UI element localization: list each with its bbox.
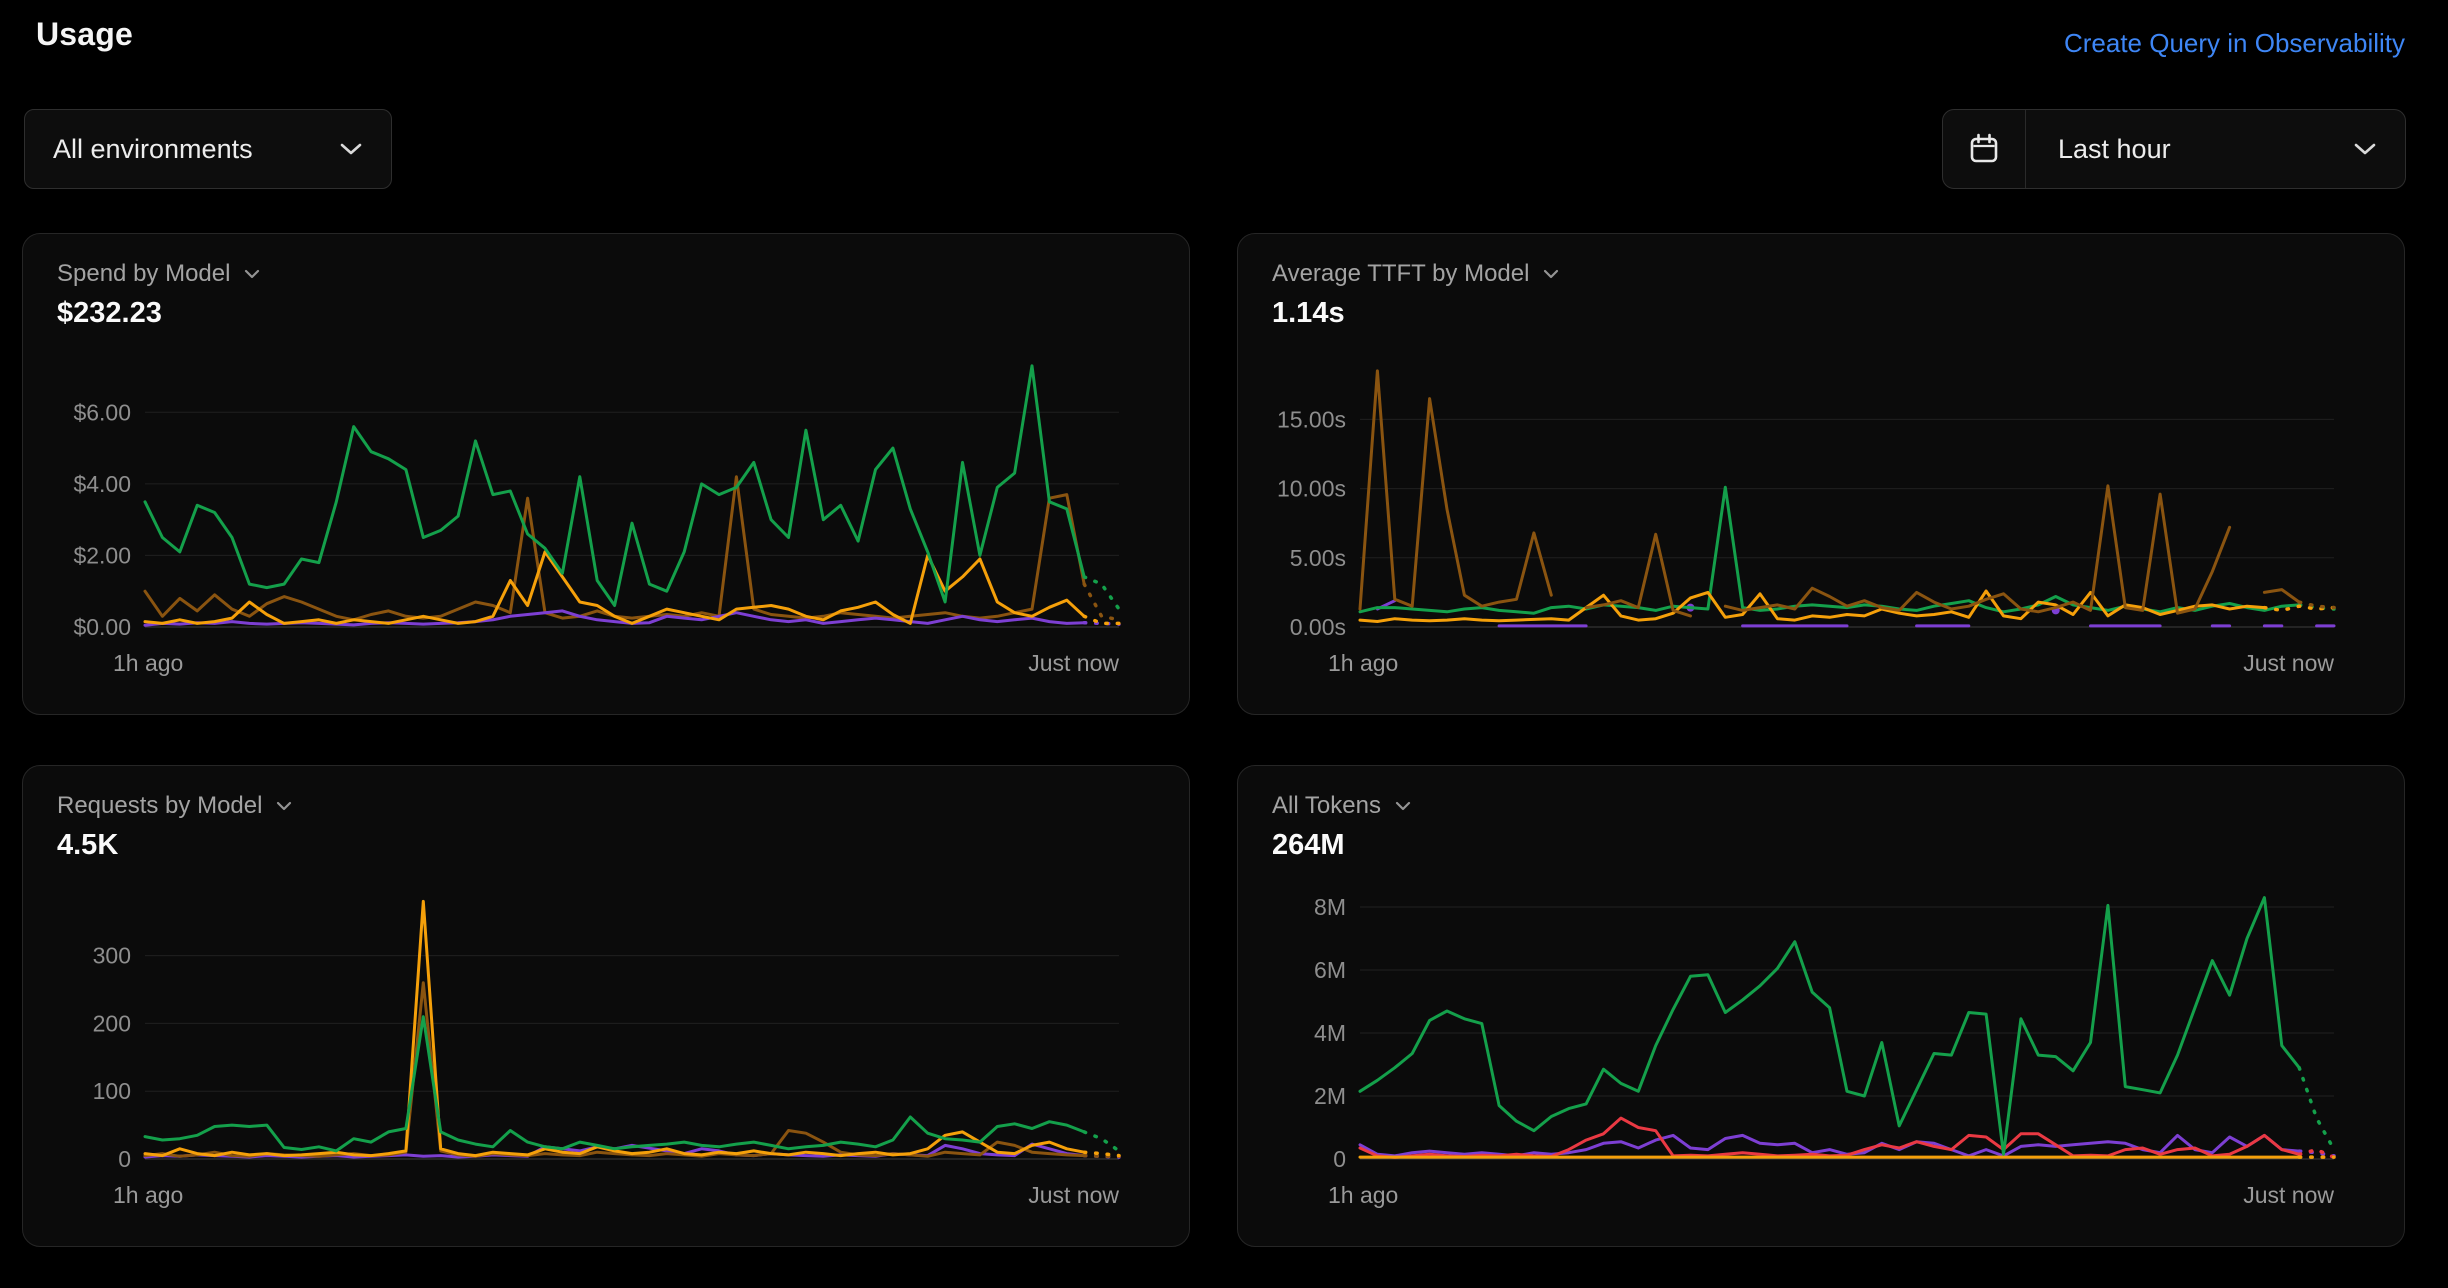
svg-text:Just now: Just now [1028,1182,1119,1208]
page-title: Usage [36,16,134,52]
chart-title: Requests by Model [57,792,263,819]
chart-metric-dropdown[interactable]: Requests by Model [57,792,292,820]
svg-text:8M: 8M [1314,894,1346,920]
chart-card-requests: Requests by Model 4.5K 300 200 100 0 1h ago J… [22,765,1190,1247]
svg-text:1h ago: 1h ago [113,650,183,676]
chart-card-spend: Spend by Model $232.23 $6.00 $4.00 $2.00 $0… [22,233,1190,715]
create-query-link[interactable]: Create Query in Observability [2063,28,2405,58]
environment-select[interactable]: All environments [24,109,392,189]
svg-text:15.00s: 15.00s [1277,406,1346,432]
svg-text:$6.00: $6.00 [73,399,131,425]
chevron-down-icon [1395,801,1411,811]
svg-text:Just now: Just now [1028,650,1119,676]
svg-text:300: 300 [93,943,131,969]
svg-text:4M: 4M [1314,1020,1346,1046]
chart-title: All Tokens [1272,792,1381,819]
calendar-icon [1970,133,1998,163]
chevron-down-icon [245,269,260,279]
chart-value: $232.23 [57,297,162,329]
chevron-down-icon [1544,269,1559,279]
line-chart: $6.00 $4.00 $2.00 $0.00 1h ago Just now [73,364,1121,676]
svg-text:200: 200 [93,1010,131,1036]
calendar-button[interactable] [1943,110,2026,188]
svg-text:1h ago: 1h ago [113,1182,183,1208]
svg-text:5.00s: 5.00s [1290,545,1346,571]
svg-text:1h ago: 1h ago [1328,650,1398,676]
svg-text:2M: 2M [1314,1083,1346,1109]
svg-text:Just now: Just now [2243,1182,2334,1208]
svg-text:6M: 6M [1314,957,1346,983]
chart-value: 264M [1272,829,1345,861]
svg-text:0: 0 [118,1146,131,1172]
chart-card-tokens: All Tokens 264M 8M 6M 4M 2M 0 1h ago Just now [1237,765,2405,1247]
line-chart: 8M 6M 4M 2M 0 1h ago Just now [1314,894,2336,1208]
line-chart: 15.00s 10.00s 5.00s 0.00s 1h ago Just now [1277,369,2336,676]
chevron-down-icon [339,142,363,156]
svg-text:10.00s: 10.00s [1277,476,1346,502]
svg-text:Just now: Just now [2243,650,2334,676]
svg-text:100: 100 [93,1078,131,1104]
chevron-down-icon [2353,142,2377,156]
chart-metric-dropdown[interactable]: Spend by Model [57,260,260,288]
line-chart: 300 200 100 0 1h ago Just now [93,899,1121,1208]
svg-text:$0.00: $0.00 [73,614,131,640]
svg-text:$4.00: $4.00 [73,471,131,497]
chart-card-ttft: Average TTFT by Model 1.14s 15.00s 10.00s… [1237,233,2405,715]
time-range-value: Last hour [2058,133,2171,164]
environment-select-value: All environments [53,133,253,164]
chart-value: 4.5K [57,829,119,861]
chart-title: Average TTFT by Model [1272,260,1530,287]
chart-metric-dropdown[interactable]: All Tokens [1272,792,1411,820]
svg-text:$2.00: $2.00 [73,542,131,568]
chart-value: 1.14s [1272,297,1345,329]
chart-title: Spend by Model [57,260,231,287]
svg-text:0.00s: 0.00s [1290,614,1346,640]
svg-text:1h ago: 1h ago [1328,1182,1398,1208]
svg-text:0: 0 [1333,1146,1346,1172]
time-range-select[interactable]: Last hour [1942,109,2406,189]
chevron-down-icon [277,801,292,811]
chart-metric-dropdown[interactable]: Average TTFT by Model [1272,260,1559,288]
